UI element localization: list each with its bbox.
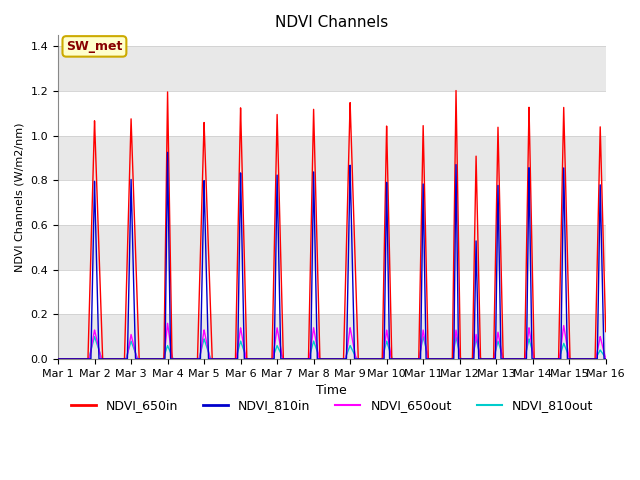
X-axis label: Time: Time bbox=[317, 384, 348, 397]
Bar bbox=[58, 270, 605, 314]
Bar bbox=[58, 225, 605, 270]
Text: SW_met: SW_met bbox=[67, 40, 123, 53]
Title: NDVI Channels: NDVI Channels bbox=[275, 15, 388, 30]
Legend: NDVI_650in, NDVI_810in, NDVI_650out, NDVI_810out: NDVI_650in, NDVI_810in, NDVI_650out, NDV… bbox=[66, 395, 598, 418]
Bar bbox=[58, 180, 605, 225]
Bar bbox=[58, 314, 605, 359]
Bar bbox=[58, 47, 605, 91]
Bar bbox=[58, 136, 605, 180]
Bar bbox=[58, 91, 605, 136]
Y-axis label: NDVI Channels (W/m2/nm): NDVI Channels (W/m2/nm) bbox=[15, 122, 25, 272]
